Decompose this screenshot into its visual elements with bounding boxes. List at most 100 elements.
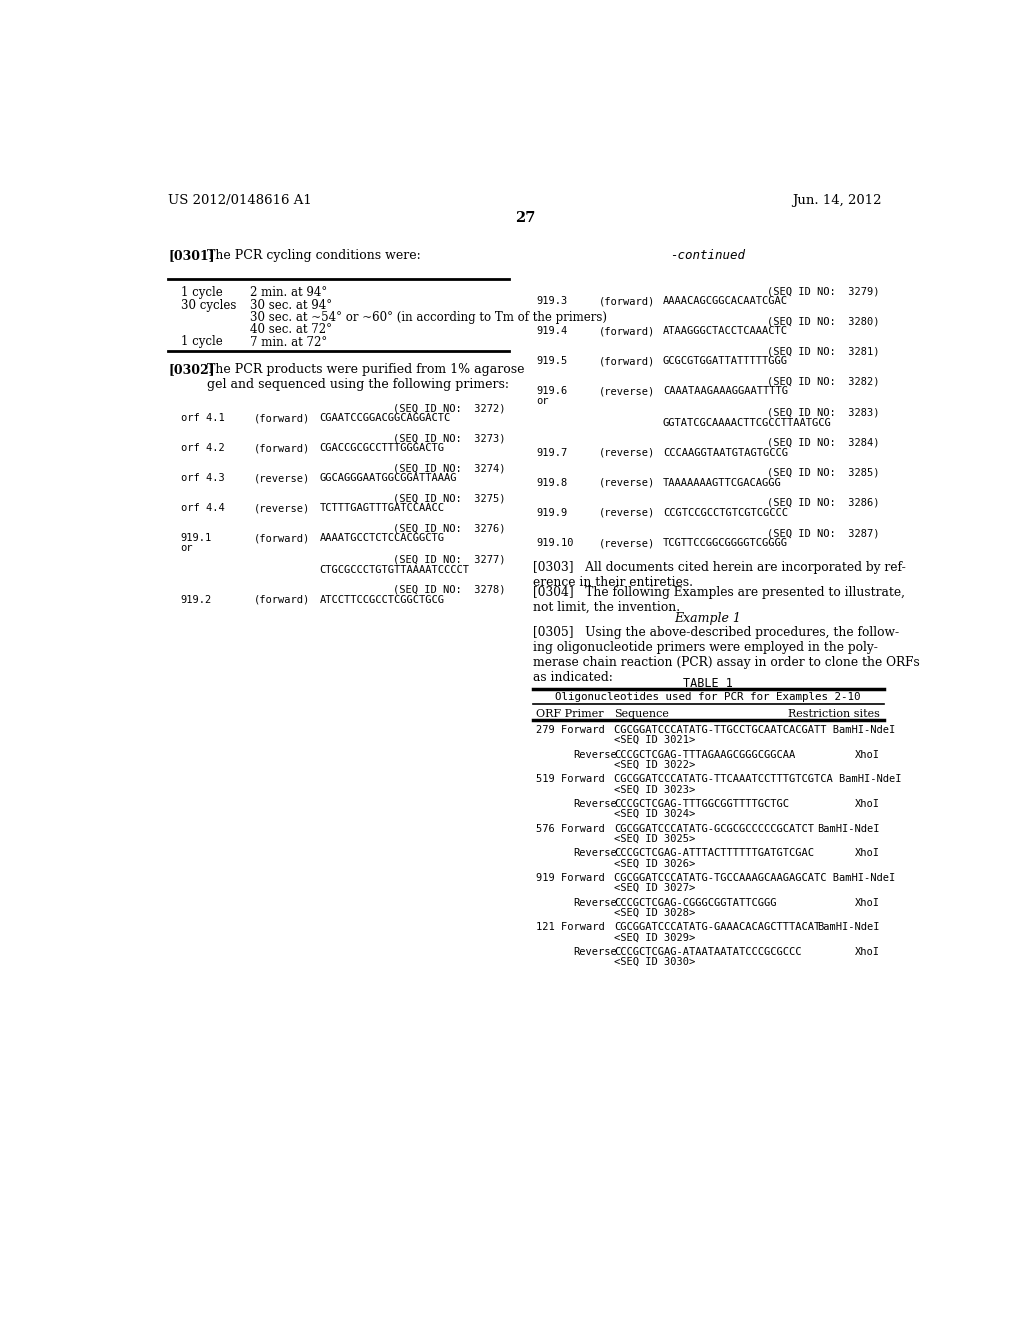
Text: Restriction sites: Restriction sites (787, 709, 880, 719)
Text: (SEQ ID NO:  3284): (SEQ ID NO: 3284) (767, 438, 880, 447)
Text: XhoI: XhoI (855, 849, 880, 858)
Text: (forward): (forward) (254, 533, 310, 544)
Text: 279 Forward: 279 Forward (537, 725, 605, 735)
Text: CCCGCTCGAG-TTTAGAAGCGGGCGGCAA: CCCGCTCGAG-TTTAGAAGCGGGCGGCAA (614, 750, 796, 760)
Text: 7 min. at 72°: 7 min. at 72° (250, 335, 327, 348)
Text: 919.1: 919.1 (180, 533, 212, 544)
Text: CCCAAGGTAATGTAGTGCCG: CCCAAGGTAATGTAGTGCCG (663, 447, 787, 458)
Text: BamHI-NdeI: BamHI-NdeI (817, 923, 880, 932)
Text: (SEQ ID NO:  3275): (SEQ ID NO: 3275) (393, 494, 506, 503)
Text: <SEQ ID 3030>: <SEQ ID 3030> (614, 957, 695, 966)
Text: Reverse: Reverse (573, 799, 617, 809)
Text: ATAAGGGCTACCTCAAACTC: ATAAGGGCTACCTCAAACTC (663, 326, 787, 337)
Text: (SEQ ID NO:  3287): (SEQ ID NO: 3287) (767, 528, 880, 539)
Text: GGTATCGCAAAACTTCGCCTTAATGCG: GGTATCGCAAAACTTCGCCTTAATGCG (663, 418, 831, 428)
Text: AAAACAGCGGCACAATCGAC: AAAACAGCGGCACAATCGAC (663, 296, 787, 306)
Text: (reverse): (reverse) (598, 478, 654, 488)
Text: or: or (537, 396, 549, 407)
Text: Reverse: Reverse (573, 849, 617, 858)
Text: <SEQ ID 3025>: <SEQ ID 3025> (614, 834, 695, 843)
Text: (forward): (forward) (254, 413, 310, 424)
Text: The PCR cycling conditions were:: The PCR cycling conditions were: (207, 249, 421, 263)
Text: 30 sec. at ~54° or ~60° (in according to Tm of the primers): 30 sec. at ~54° or ~60° (in according to… (250, 312, 606, 323)
Text: orf 4.2: orf 4.2 (180, 444, 224, 453)
Text: CGCGGATCCCATATG-GCGCGCCCCCGCATCT: CGCGGATCCCATATG-GCGCGCCCCCGCATCT (614, 824, 814, 834)
Text: 919.7: 919.7 (537, 447, 567, 458)
Text: 919 Forward: 919 Forward (537, 873, 605, 883)
Text: 919.2: 919.2 (180, 595, 212, 605)
Text: 121 Forward: 121 Forward (537, 923, 605, 932)
Text: CCCGCTCGAG-ATAATAATATCCCGCGCCC: CCCGCTCGAG-ATAATAATATCCCGCGCCC (614, 946, 802, 957)
Text: TCGTTCCGGCGGGGTCGGGG: TCGTTCCGGCGGGGTCGGGG (663, 539, 787, 548)
Text: ORF Primer: ORF Primer (537, 709, 604, 719)
Text: XhoI: XhoI (855, 750, 880, 760)
Text: The PCR products were purified from 1% agarose
gel and sequenced using the follo: The PCR products were purified from 1% a… (207, 363, 524, 391)
Text: 919.3: 919.3 (537, 296, 567, 306)
Text: TCTTTGAGTTTGATCCAACC: TCTTTGAGTTTGATCCAACC (319, 503, 444, 513)
Text: CTGCGCCCTGTGTTAAAATCCCCT: CTGCGCCCTGTGTTAAAATCCCCT (319, 565, 469, 576)
Text: <SEQ ID 3021>: <SEQ ID 3021> (614, 735, 695, 744)
Text: Example 1: Example 1 (675, 612, 741, 624)
Text: (reverse): (reverse) (254, 474, 310, 483)
Text: Sequence: Sequence (614, 709, 669, 719)
Text: or: or (180, 544, 194, 553)
Text: <SEQ ID 3028>: <SEQ ID 3028> (614, 908, 695, 917)
Text: 576 Forward: 576 Forward (537, 824, 605, 834)
Text: (SEQ ID NO:  3282): (SEQ ID NO: 3282) (767, 376, 880, 387)
Text: (SEQ ID NO:  3286): (SEQ ID NO: 3286) (767, 498, 880, 508)
Text: 919.9: 919.9 (537, 508, 567, 517)
Text: CCCGCTCGAG-CGGGCGGTATTCGGG: CCCGCTCGAG-CGGGCGGTATTCGGG (614, 898, 776, 908)
Text: <SEQ ID 3026>: <SEQ ID 3026> (614, 858, 695, 869)
Text: <SEQ ID 3024>: <SEQ ID 3024> (614, 809, 695, 818)
Text: 919.4: 919.4 (537, 326, 567, 337)
Text: (reverse): (reverse) (598, 508, 654, 517)
Text: 1 cycle: 1 cycle (180, 286, 222, 300)
Text: (SEQ ID NO:  3283): (SEQ ID NO: 3283) (767, 408, 880, 418)
Text: CCCGCTCGAG-TTTGGCGGTTTTGCTGC: CCCGCTCGAG-TTTGGCGGTTTTGCTGC (614, 799, 788, 809)
Text: TABLE 1: TABLE 1 (683, 677, 733, 689)
Text: (reverse): (reverse) (598, 387, 654, 396)
Text: [0303]   All documents cited herein are incorporated by ref-
erence in their ent: [0303] All documents cited herein are in… (532, 561, 905, 589)
Text: 30 sec. at 94°: 30 sec. at 94° (250, 298, 332, 312)
Text: (forward): (forward) (254, 595, 310, 605)
Text: (SEQ ID NO:  3281): (SEQ ID NO: 3281) (767, 346, 880, 356)
Text: 519 Forward: 519 Forward (537, 775, 605, 784)
Text: CAAATAAGAAAGGAATTTTG: CAAATAAGAAAGGAATTTTG (663, 387, 787, 396)
Text: (SEQ ID NO:  3279): (SEQ ID NO: 3279) (767, 286, 880, 296)
Text: (forward): (forward) (598, 326, 654, 337)
Text: 919.10: 919.10 (537, 539, 573, 548)
Text: (reverse): (reverse) (598, 539, 654, 548)
Text: 27: 27 (515, 211, 535, 224)
Text: 1 cycle: 1 cycle (180, 335, 222, 348)
Text: 919.8: 919.8 (537, 478, 567, 488)
Text: CGCGGATCCCATATG-GAAACACAGCTTTACAT: CGCGGATCCCATATG-GAAACACAGCTTTACAT (614, 923, 820, 932)
Text: (SEQ ID NO:  3280): (SEQ ID NO: 3280) (767, 317, 880, 326)
Text: [0304]   The following Examples are presented to illustrate,
not limit, the inve: [0304] The following Examples are presen… (532, 586, 904, 614)
Text: Reverse: Reverse (573, 898, 617, 908)
Text: (reverse): (reverse) (254, 503, 310, 513)
Text: Reverse: Reverse (573, 750, 617, 760)
Text: [0305]   Using the above-described procedures, the follow-
ing oligonucleotide p: [0305] Using the above-described procedu… (532, 626, 920, 684)
Text: (forward): (forward) (598, 356, 654, 366)
Text: GCGCGTGGATTATTTTTGGG: GCGCGTGGATTATTTTTGGG (663, 356, 787, 366)
Text: CGCGGATCCCATATG-TTGCCTGCAATCACGATT BamHI-NdeI: CGCGGATCCCATATG-TTGCCTGCAATCACGATT BamHI… (614, 725, 895, 735)
Text: XhoI: XhoI (855, 898, 880, 908)
Text: XhoI: XhoI (855, 799, 880, 809)
Text: TAAAAAAAGTTCGACAGGG: TAAAAAAAGTTCGACAGGG (663, 478, 781, 488)
Text: (SEQ ID NO:  3278): (SEQ ID NO: 3278) (393, 585, 506, 595)
Text: (SEQ ID NO:  3274): (SEQ ID NO: 3274) (393, 463, 506, 474)
Text: CGACCGCGCCTTTGGGACTG: CGACCGCGCCTTTGGGACTG (319, 444, 444, 453)
Text: (forward): (forward) (598, 296, 654, 306)
Text: orf 4.3: orf 4.3 (180, 474, 224, 483)
Text: 30 cycles: 30 cycles (180, 298, 237, 312)
Text: BamHI-NdeI: BamHI-NdeI (817, 824, 880, 834)
Text: orf 4.1: orf 4.1 (180, 413, 224, 424)
Text: (reverse): (reverse) (598, 447, 654, 458)
Text: [0302]: [0302] (168, 363, 215, 376)
Text: ATCCTTCCGCCTCGGCTGCG: ATCCTTCCGCCTCGGCTGCG (319, 595, 444, 605)
Text: (SEQ ID NO:  3276): (SEQ ID NO: 3276) (393, 524, 506, 533)
Text: AAAATGCCTCTCCACGGCTG: AAAATGCCTCTCCACGGCTG (319, 533, 444, 544)
Text: CCGTCCGCCTGTCGTCGCCC: CCGTCCGCCTGTCGTCGCCC (663, 508, 787, 517)
Text: [0301]: [0301] (168, 249, 215, 263)
Text: (forward): (forward) (254, 444, 310, 453)
